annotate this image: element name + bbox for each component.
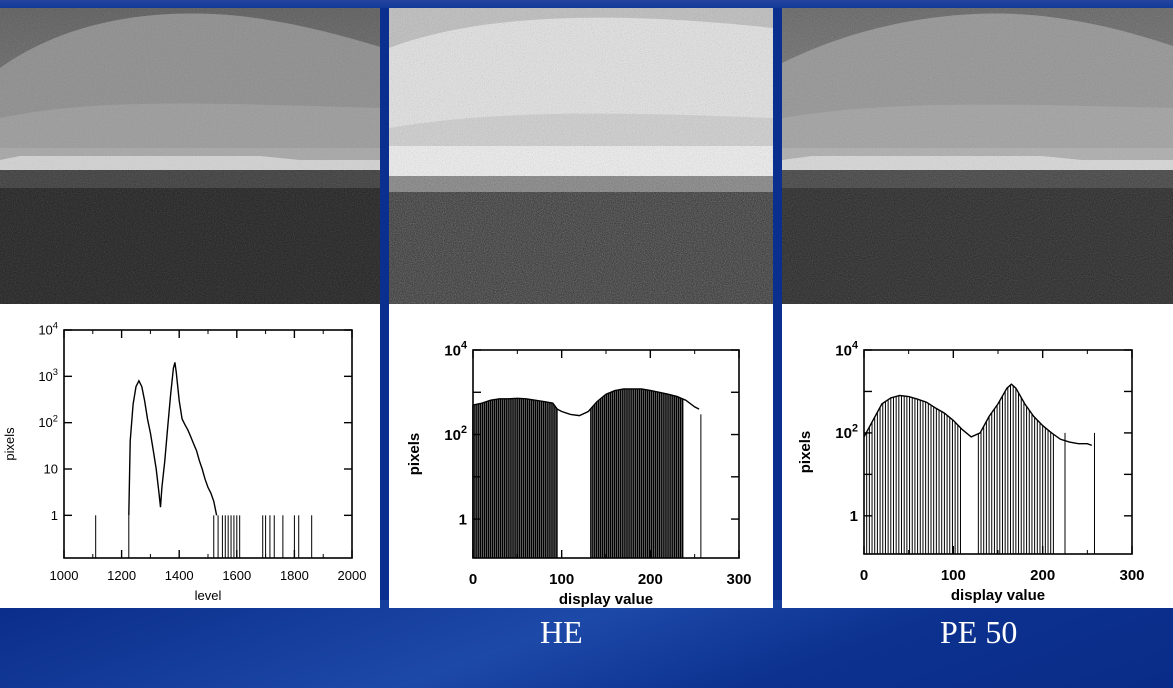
histogram-envelope [863,383,1093,447]
x-tick-label: 200 [638,571,663,588]
x-tick-label: 100 [549,571,574,588]
y-axis-title: pixels [2,427,17,461]
thermal-photo-pe50 [782,8,1173,304]
background-sweep [0,600,1173,688]
histogram-envelope [472,388,700,417]
y-tick-label: 102 [444,424,467,444]
thermal-photo-original [0,8,380,304]
caption-pe50: PE 50 [940,614,1018,650]
y-tick-label: 1 [51,508,58,523]
x-tick-label: 1400 [165,568,194,583]
x-tick-label: 200 [1030,567,1055,584]
panel-middle: 0 100 200 300 1 102 104 display value pixels [389,8,773,608]
y-axis-title: pixels [406,433,423,476]
x-axis-title: display value [559,591,653,608]
thermal-photo-he [389,8,773,304]
y-tick-label: 102 [38,413,58,430]
y-tick-label: 10 [44,462,58,477]
y-tick-label: 1 [850,508,858,525]
top-bar [0,0,1173,8]
y-tick-label: 102 [835,422,858,442]
plot-marks [472,388,702,558]
y-tick-label: 103 [38,367,58,384]
x-tick-label: 2000 [338,568,367,583]
plot-frame [63,329,353,559]
x-tick-label: 300 [1119,567,1144,584]
caption-he: HE [540,614,583,650]
panel-right: 0 100 200 300 1 102 104 display value pixels [782,8,1173,608]
x-tick-label: 0 [860,567,868,584]
x-tick-label: 1800 [280,568,309,583]
x-axis-title: display value [951,587,1045,604]
x-axis-title: level [195,588,222,603]
y-tick-label: 104 [835,340,858,360]
y-tick-label: 104 [444,340,467,360]
plot-marks [863,383,1095,554]
histogram-left: 1000 1200 1400 1600 1800 2000 1 10 102 103 104 leve… [2,321,367,603]
histogram-right: 0 100 200 300 1 102 104 display value pixels [797,340,1145,605]
x-tick-label: 1600 [222,568,251,583]
plot-marks [95,362,313,558]
histogram-middle: 0 100 200 300 1 102 104 display value pixels [406,340,752,609]
x-tick-label: 100 [941,567,966,584]
x-tick-label: 0 [469,571,477,588]
histogram-envelope [128,362,218,516]
y-axis-title: pixels [797,431,814,474]
x-tick-label: 1200 [107,568,136,583]
panel-left: 1000 1200 1400 1600 1800 2000 1 10 102 103 104 leve… [0,8,380,608]
y-tick-label: 104 [38,321,58,338]
y-tick-label: 1 [459,511,467,528]
x-tick-label: 300 [726,571,751,588]
x-tick-label: 1000 [50,568,79,583]
